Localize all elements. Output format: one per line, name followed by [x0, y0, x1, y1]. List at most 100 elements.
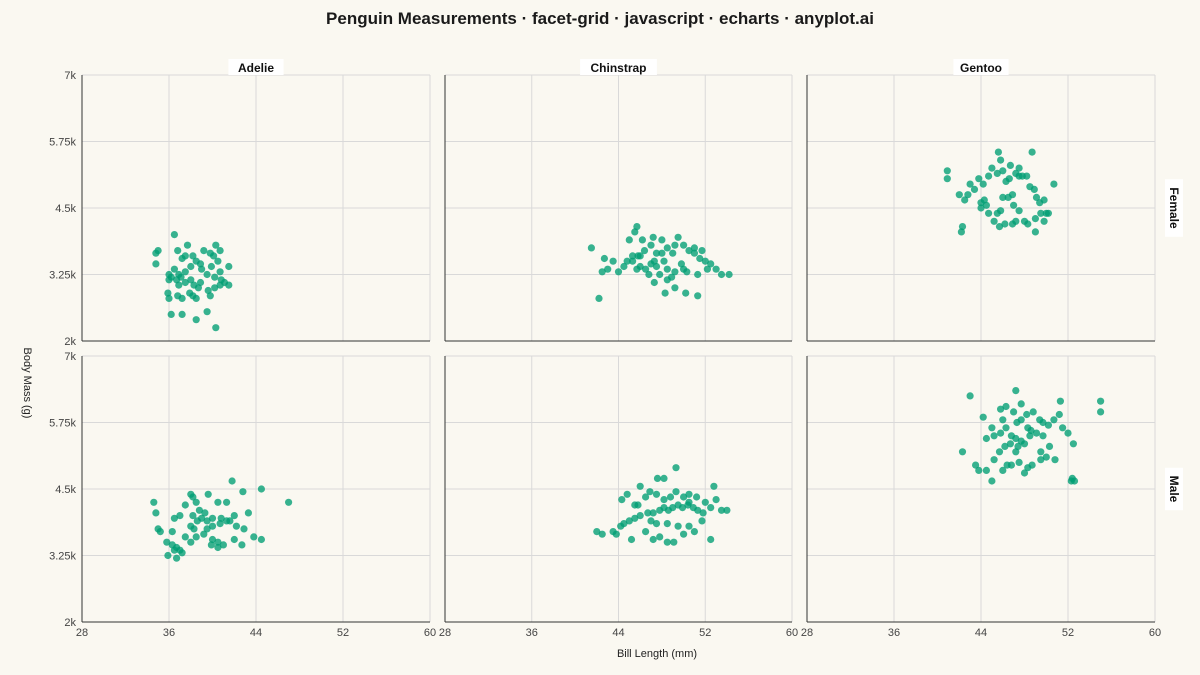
scatter-point — [1010, 201, 1018, 209]
scatter-point — [211, 273, 219, 281]
scatter-point — [1064, 429, 1072, 437]
scatter-point — [1039, 432, 1047, 440]
scatter-point — [669, 249, 677, 257]
scatter-point — [609, 528, 617, 536]
scatter-point — [181, 268, 189, 276]
scatter-point — [187, 276, 195, 284]
facet-panel-adelie-male — [81, 355, 431, 623]
scatter-point — [999, 193, 1007, 201]
scatter-point — [649, 535, 657, 544]
y-tick-label: 5.75k — [49, 418, 76, 430]
scatter-point — [985, 172, 993, 180]
facet-row-label: Female — [1167, 187, 1181, 229]
scatter-point — [1097, 397, 1105, 405]
scatter-point — [693, 493, 701, 501]
x-axis-title: Bill Length (mm) — [617, 648, 697, 660]
scatter-point — [646, 488, 654, 496]
scatter-point — [178, 549, 186, 557]
scatter-point — [663, 538, 671, 546]
scatter-point — [977, 204, 985, 212]
scatter-point — [217, 276, 225, 284]
scatter-point — [1012, 387, 1020, 395]
scatter-point — [682, 289, 690, 297]
scatter-point — [674, 233, 682, 241]
scatter-point — [200, 247, 208, 255]
scatter-point — [170, 514, 178, 522]
scatter-point — [593, 528, 601, 536]
scatter-point — [710, 482, 718, 490]
scatter-point — [285, 498, 293, 506]
scatter-point — [1008, 191, 1017, 199]
scatter-point — [618, 496, 626, 504]
scatter-point — [658, 249, 666, 257]
scatter-point — [694, 506, 702, 514]
scatter-point — [717, 506, 726, 514]
scatter-point — [671, 284, 679, 292]
scatter-point — [1001, 442, 1009, 450]
scatter-point — [625, 236, 633, 244]
scatter-point — [1031, 215, 1039, 223]
scatter-point — [1031, 228, 1039, 236]
scatter-point — [656, 270, 664, 279]
scatter-point — [214, 543, 222, 552]
scatter-point — [1045, 442, 1054, 450]
scatter-point — [975, 175, 983, 183]
scatter-point — [707, 504, 715, 512]
scatter-point — [701, 498, 709, 506]
scatter-point — [683, 268, 691, 276]
y-tick-label: 7k — [64, 351, 76, 363]
scatter-point — [988, 424, 996, 432]
scatter-point — [685, 522, 693, 530]
scatter-point — [1040, 217, 1048, 225]
scatter-point — [663, 265, 671, 273]
scatter-point — [1020, 469, 1029, 477]
x-tick-label: 52 — [1062, 627, 1074, 639]
scatter-point — [187, 262, 195, 271]
scatter-point — [677, 260, 686, 268]
scatter-point — [181, 501, 189, 509]
scatter-point — [208, 535, 217, 544]
scatter-point — [614, 268, 623, 276]
x-tick-label: 44 — [250, 627, 262, 639]
scatter-point — [961, 196, 969, 204]
scatter-point — [993, 169, 1001, 177]
scatter-point — [671, 268, 679, 276]
scatter-point — [623, 490, 631, 498]
scatter-point — [645, 270, 653, 279]
scatter-point — [1015, 207, 1023, 215]
scatter-point — [225, 281, 233, 289]
scatter-point — [636, 252, 644, 260]
facet-column-strip — [953, 59, 1009, 75]
scatter-point — [990, 432, 998, 440]
y-tick-label: 4.5k — [55, 203, 76, 215]
y-tick-label: 3.25k — [49, 270, 76, 282]
scatter-point — [694, 270, 702, 279]
scatter-point — [192, 533, 200, 541]
scatter-point — [212, 241, 220, 249]
scatter-point — [658, 236, 666, 244]
scatter-point — [672, 464, 680, 472]
scatter-point — [696, 254, 704, 263]
facet-panel-chinstrap-male — [444, 355, 793, 623]
scatter-point — [212, 324, 220, 332]
y-tick-label: 7k — [64, 70, 76, 82]
scatter-point — [1044, 421, 1052, 429]
scatter-point — [206, 292, 214, 300]
scatter-point — [1097, 408, 1105, 416]
scatter-point — [230, 535, 238, 544]
scatter-point — [189, 493, 197, 501]
x-tick-label: 28 — [76, 627, 88, 639]
scatter-point — [680, 241, 688, 249]
scatter-point — [980, 196, 988, 204]
scatter-point — [1002, 402, 1010, 411]
scatter-point — [703, 265, 712, 273]
scatter-point — [629, 257, 637, 265]
scatter-point — [1006, 440, 1015, 448]
scatter-point — [250, 533, 258, 541]
scatter-point — [994, 148, 1003, 156]
y-tick-label: 4.5k — [55, 484, 76, 496]
scatter-point — [644, 509, 652, 517]
x-tick-label: 60 — [1149, 627, 1161, 639]
scatter-point — [943, 175, 951, 183]
